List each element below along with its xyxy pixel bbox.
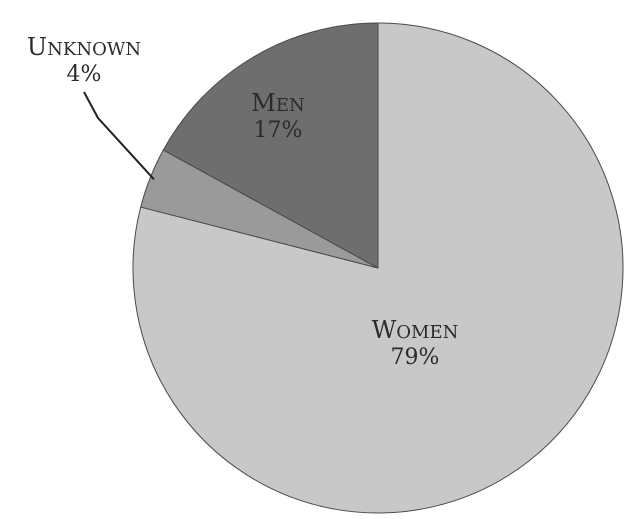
slice-value-women: 79% [391, 345, 440, 370]
slice-value-men: 17% [254, 118, 303, 143]
slices-layer [133, 23, 623, 513]
slice-label-unknown: UNKNOWN [27, 33, 141, 61]
leader-line-unknown [84, 92, 154, 179]
slice-value-unknown: 4% [67, 62, 102, 87]
